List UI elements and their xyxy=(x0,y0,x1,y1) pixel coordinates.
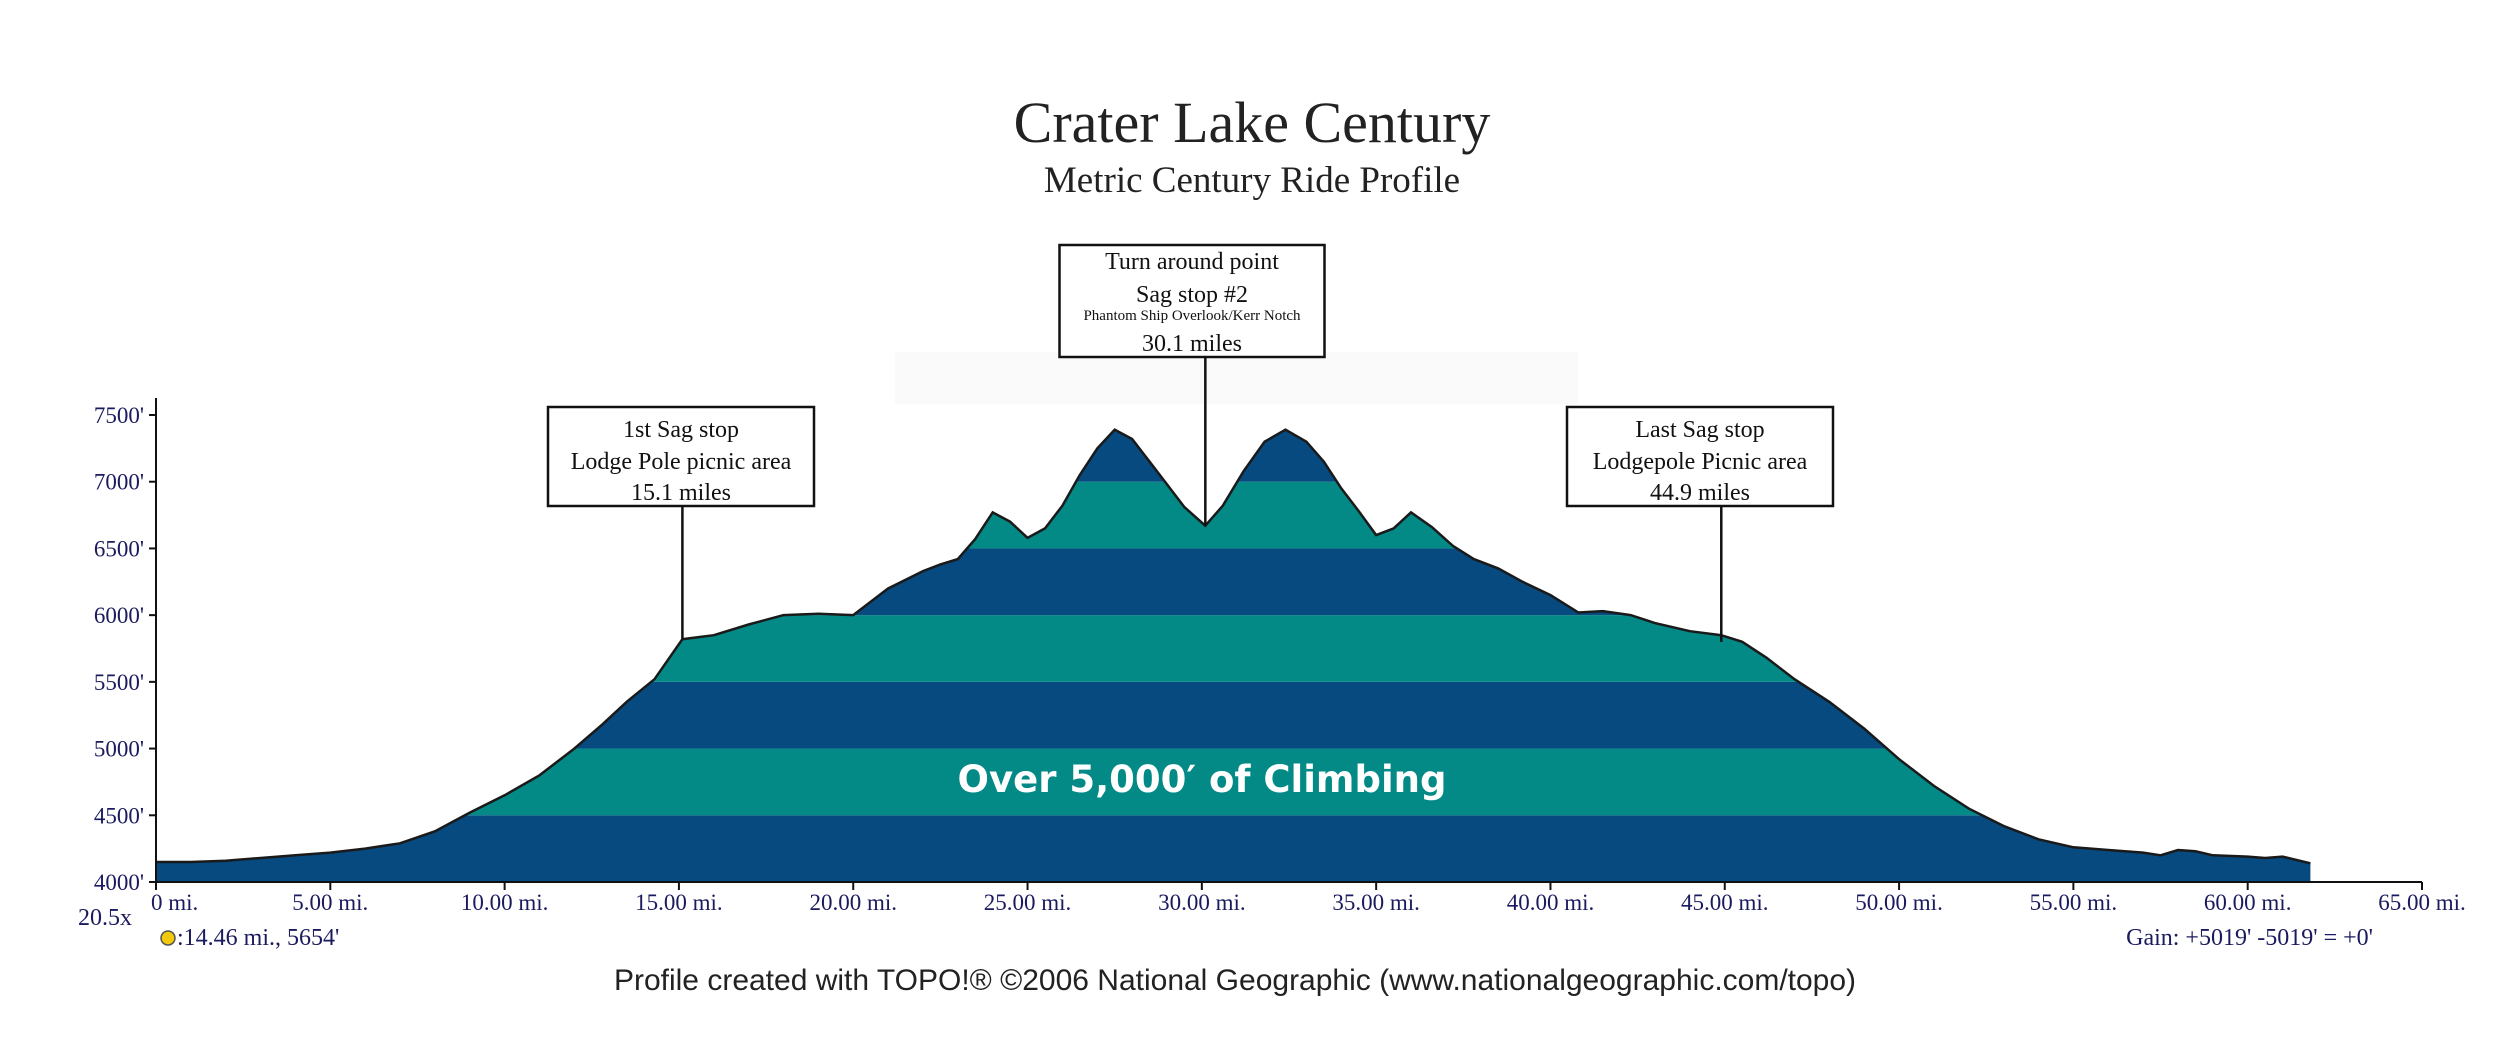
x-tick-label: 0 mi. xyxy=(151,890,198,915)
y-tick-label: 5000' xyxy=(94,737,144,762)
elevation-band xyxy=(156,548,2311,616)
elevation-band xyxy=(156,481,2311,549)
scale-label: 20.5x xyxy=(78,905,132,931)
elevation-band xyxy=(156,429,2311,482)
callout-box xyxy=(546,405,816,508)
sag-stop-callout: 1st Sag stop Lodge Pole picnic area 15.1 m… xyxy=(546,405,816,640)
callout-text-line: Lodge Pole picnic area xyxy=(571,449,792,475)
x-tick-label: 55.00 mi. xyxy=(2030,890,2118,915)
climbing-overlay-text: Over 5,000′ of Climbing xyxy=(958,758,1447,801)
x-tick-label: 50.00 mi. xyxy=(1855,890,1943,915)
credit-text: Profile created with TOPO!® ©2006 Nation… xyxy=(614,964,1856,997)
callout-text-line: Lodgepole Picnic area xyxy=(1593,449,1808,475)
x-tick-label: 45.00 mi. xyxy=(1681,890,1769,915)
callout-box xyxy=(1565,405,1835,508)
gain-readout: Gain: +5019' -5019' = +0' xyxy=(2126,925,2373,951)
y-tick-label: 4500' xyxy=(94,803,144,828)
x-axis-ticks: 0 mi. 5.00 mi. 10.00 mi. 15.00 mi. 20.00 mi.… xyxy=(151,882,2466,915)
x-tick-label: 10.00 mi. xyxy=(461,890,549,915)
x-tick-label: 65.00 mi. xyxy=(2378,890,2466,915)
x-tick-label: 25.00 mi. xyxy=(984,890,1072,915)
callout-text-line: 44.9 miles xyxy=(1650,480,1750,506)
x-tick-label: 40.00 mi. xyxy=(1507,890,1595,915)
callout-box xyxy=(1058,243,1326,359)
y-axis-ticks: 4000' 4500' 5000' 5500' 6000' 6500' 7000' 7500' xyxy=(94,403,156,895)
y-tick-label: 6000' xyxy=(94,603,144,628)
x-tick-label: 60.00 mi. xyxy=(2204,890,2292,915)
x-tick-label: 20.00 mi. xyxy=(809,890,897,915)
elevation-bands xyxy=(156,429,2311,882)
callout-text-line: Turn around point xyxy=(1105,249,1279,275)
sag-stop-annotations: 1st Sag stop Lodge Pole picnic area 15.1 m… xyxy=(546,243,1835,642)
cursor-readout: :14.46 mi., 5654' xyxy=(177,925,339,951)
y-tick-label: 5500' xyxy=(94,670,144,695)
y-tick-label: 6500' xyxy=(94,536,144,561)
y-tick-label: 4000' xyxy=(94,870,144,895)
callout-text-line: 30.1 miles xyxy=(1142,331,1242,357)
x-tick-label: 35.00 mi. xyxy=(1332,890,1420,915)
callout-text-line: 15.1 miles xyxy=(631,480,731,506)
sag-stop-callout: Last Sag stop Lodgepole Picnic area 44.9 m… xyxy=(1565,405,1835,642)
callout-text-line: 1st Sag stop xyxy=(623,417,739,443)
x-tick-label: 30.00 mi. xyxy=(1158,890,1246,915)
callout-text-line: Phantom Ship Overlook/Kerr Notch xyxy=(1083,308,1301,324)
y-tick-label: 7000' xyxy=(94,470,144,495)
chart-title: Crater Lake Century xyxy=(1014,90,1491,155)
profile-outline xyxy=(156,428,2311,865)
elevation-band xyxy=(156,681,2311,749)
faint-highlight-band xyxy=(895,352,1578,404)
y-tick-label: 7500' xyxy=(94,403,144,428)
x-tick-label: 5.00 mi. xyxy=(292,890,368,915)
callout-text-line: Last Sag stop xyxy=(1635,417,1764,443)
x-tick-label: 15.00 mi. xyxy=(635,890,723,915)
callout-text-line: Sag stop #2 xyxy=(1136,282,1248,308)
chart-subtitle: Metric Century Ride Profile xyxy=(1044,160,1460,201)
cursor-marker-icon xyxy=(160,930,176,946)
elevation-band xyxy=(156,615,2311,682)
elevation-band xyxy=(156,815,2311,882)
